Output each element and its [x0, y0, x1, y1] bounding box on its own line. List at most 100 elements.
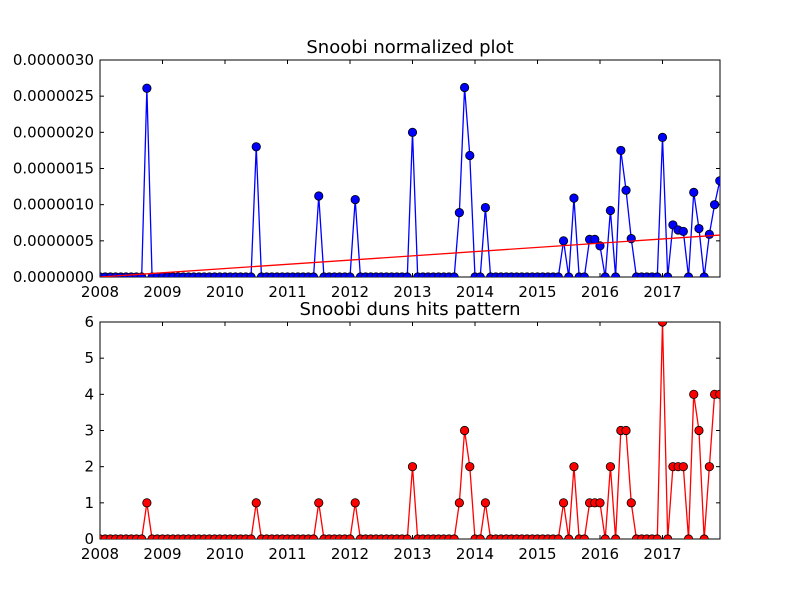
data-point: [657, 132, 668, 142]
data-point: [345, 534, 355, 539]
chart-title: Snoobi duns hits pattern: [299, 299, 520, 320]
data-point: [657, 322, 668, 327]
data-point: [704, 462, 714, 472]
data-point: [251, 142, 261, 152]
data-point: [683, 272, 694, 277]
data-point: [600, 272, 610, 277]
y-tick-label: 0.0000025: [13, 87, 94, 105]
x-tick-label: 2009: [143, 283, 181, 301]
data-point: [595, 498, 605, 508]
data-point: [459, 82, 470, 93]
data-point: [345, 272, 355, 277]
data-point: [350, 195, 360, 205]
y-tick-label: 4: [84, 385, 94, 403]
data-point: [621, 185, 631, 195]
data-point: [699, 534, 709, 539]
data-point: [731, 426, 739, 434]
x-tick-label: 2016: [581, 283, 619, 301]
y-tick-label: 3: [84, 422, 94, 440]
x-tick-label: 2010: [206, 283, 244, 301]
duns-hits-panel: Snoobi duns hits pattern 2008 2009 2010 2011…: [81, 299, 755, 563]
data-point: [709, 200, 720, 210]
data-point: [736, 213, 744, 221]
data-point: [480, 498, 491, 508]
data-point: [459, 425, 470, 436]
x-tick-label: 2015: [518, 283, 556, 301]
data-point: [308, 272, 319, 277]
x-tick-label: 2008: [81, 283, 119, 301]
data-point: [621, 425, 631, 436]
data-point: [678, 226, 688, 237]
data-point: [407, 127, 418, 137]
data-point: [611, 272, 621, 277]
x-tick-label: 2008: [81, 545, 119, 563]
data-point: [605, 205, 616, 216]
data-point: [652, 272, 662, 277]
y-tick-label: 0.0000010: [13, 196, 94, 214]
data-point: [475, 534, 485, 539]
normalized-plot-panel: Snoobi normalized plot 2008 2009 2010 2011 20…: [13, 37, 755, 301]
data-point: [715, 389, 720, 399]
data-point: [402, 272, 412, 277]
data-point: [246, 534, 256, 539]
data-point: [704, 229, 714, 239]
plot-area: [100, 82, 755, 281]
data-point: [747, 234, 755, 242]
data-point: [683, 534, 694, 539]
data-point: [699, 272, 709, 277]
data-point: [678, 462, 688, 472]
data-point: [475, 272, 485, 277]
data-point: [726, 426, 734, 434]
y-tick-label: 0.0000015: [13, 160, 94, 178]
data-point: [558, 236, 569, 246]
data-point: [694, 425, 704, 436]
x-tick-label: 2017: [643, 283, 681, 301]
data-point: [726, 190, 734, 198]
data-point: [611, 534, 621, 539]
data-point: [142, 83, 152, 93]
data-point: [569, 193, 579, 203]
data-point: [689, 187, 699, 197]
data-point: [715, 176, 720, 186]
data-point: [626, 498, 636, 508]
data-point: [137, 534, 147, 539]
x-tick-label: 2013: [393, 545, 431, 563]
data-point: [454, 498, 464, 508]
data-point: [579, 272, 589, 277]
x-tick-label: 2013: [393, 283, 431, 301]
data-point: [747, 462, 755, 470]
y-tick-label: 0.0000020: [13, 123, 94, 141]
data-point: [600, 534, 610, 539]
x-tick-label: 2017: [643, 545, 681, 563]
y-tick-label: 2: [84, 458, 94, 476]
data-point: [663, 534, 673, 539]
data-point: [465, 150, 475, 161]
x-tick-label: 2009: [143, 545, 181, 563]
data-point: [616, 145, 626, 156]
y-tick-label: 0: [84, 530, 94, 548]
data-point: [480, 202, 491, 213]
series-line: [100, 87, 720, 277]
data-point: [605, 462, 616, 472]
x-tick-label: 2011: [268, 545, 306, 563]
x-tick-label: 2012: [331, 283, 369, 301]
plot-area: [100, 322, 755, 543]
data-point: [350, 498, 360, 508]
y-tick-label: 0.0000005: [13, 232, 94, 250]
data-point: [308, 534, 319, 539]
data-point: [251, 498, 261, 508]
data-point: [742, 499, 750, 507]
x-tick-label: 2015: [518, 545, 556, 563]
x-tick-label: 2016: [581, 545, 619, 563]
chart-title: Snoobi normalized plot: [306, 37, 513, 58]
data-point: [721, 535, 729, 543]
data-point: [558, 498, 569, 508]
y-tick-label: 5: [84, 349, 94, 367]
y-tick-label: 0.0000000: [13, 268, 94, 286]
data-point: [731, 208, 739, 216]
data-point: [553, 272, 563, 277]
data-point: [246, 272, 256, 277]
y-tick-label: 0.0000030: [13, 51, 94, 69]
data-point: [721, 273, 729, 281]
